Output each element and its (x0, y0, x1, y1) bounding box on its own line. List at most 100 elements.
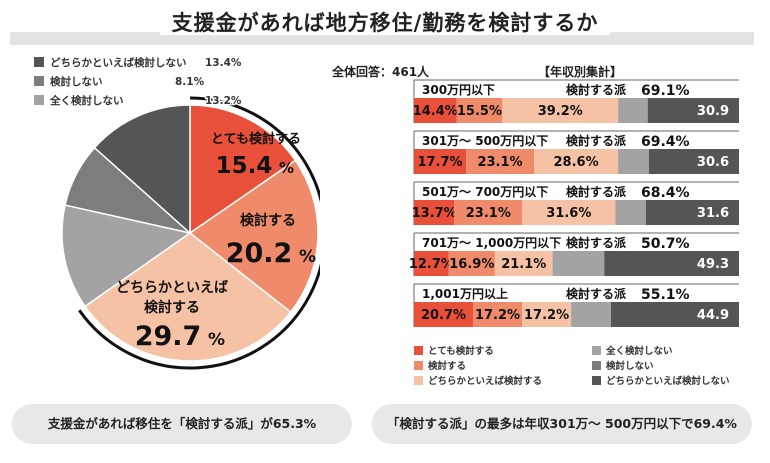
bar-segment (494, 251, 553, 276)
legend-swatch (414, 376, 423, 385)
bar-group: 501万～ 700万円以下 検討する派 68.4% 13.7% 23.1% 31.6% 31… (412, 181, 739, 225)
total-respondents: 全体回答：461人 (332, 65, 430, 79)
summary-left: 支援金があれば移住を「検討する派」が65.3% (12, 404, 352, 444)
pie-slice (61, 204, 192, 308)
bar-segment (645, 200, 739, 225)
bar-group: 300万円以下 検討する派 69.1% 14.4% 15.5% 39.2% 30.9 (413, 79, 739, 123)
legend-swatch (592, 346, 601, 355)
category-label: 701万～ 1,000万円以下 (422, 236, 561, 250)
bar-group: 1,001万円以上 検討する派 55.1% 20.7% 17.2% 17.2% 44.9 (413, 283, 739, 327)
bar-value-label: 15.5% (457, 104, 502, 119)
legend-label: どちらかといえば検討する (428, 375, 542, 387)
bar-value-label: 17.7% (417, 155, 462, 170)
slice-value-kentou: 20.2 (226, 238, 293, 269)
slice-label-dochira-2: 検討する (144, 299, 200, 316)
legend-swatch (592, 361, 601, 370)
percent-sign: % (299, 247, 316, 267)
positive-share: 50.7% (641, 236, 690, 252)
category-label: 501万～ 700万円以下 (422, 185, 548, 199)
title-underline (10, 32, 754, 45)
bar-value-label: 20.7% (421, 308, 466, 323)
bar-segment (502, 98, 619, 123)
bar-segment (448, 251, 495, 276)
legend-label: 検討しない (606, 360, 654, 372)
bar-value-label: 14.4% (413, 104, 458, 119)
percent-sign: % (279, 159, 294, 177)
bar-value-label: 30.9 (697, 104, 729, 119)
title-text: 支援金があれば地方移住/勤務を検討するか (159, 11, 611, 35)
bar-segment (618, 98, 648, 123)
legend-label: 全く検討しない (605, 345, 673, 357)
positive-label: 検討する派 (566, 133, 627, 148)
category-label: 1,001万円以上 (422, 286, 508, 301)
bar-segment (534, 149, 619, 174)
bar-segment (414, 98, 457, 123)
legend-swatch (34, 57, 44, 67)
bar-segment (414, 302, 474, 327)
income-breakdown-title: 【年収別集計】 (538, 65, 623, 79)
positive-label: 検討する派 (566, 235, 627, 250)
bar-value-label: 28.6% (554, 155, 599, 170)
pie-slice (189, 104, 297, 235)
bar-segment (522, 200, 616, 225)
positive-share: 69.1% (641, 83, 690, 99)
bar-value-label: 21.1% (501, 257, 546, 272)
positive-share: 68.4% (641, 185, 690, 201)
legend-swatch (34, 95, 44, 105)
bar-segment (473, 302, 523, 327)
bar-group: 701万～ 1,000万円以下 検討する派 50.7% 12.7%16.9% 21.1%… (409, 232, 739, 276)
legend-value: 13.2% (205, 95, 242, 107)
pie-legend: どちらかといえば検討しない 13.4% 検討しない 8.1% 全く検討しない 13.2% (34, 55, 243, 108)
slice-label-kentou: 検討する (240, 212, 296, 229)
bar-segment (414, 200, 455, 225)
bar-value-label: 44.9 (697, 308, 729, 323)
bar-segment (552, 251, 605, 276)
bar-value-label: 17.2% (524, 308, 569, 323)
bar-segment (615, 200, 646, 225)
bar-segment (522, 302, 572, 327)
legend-label: どちらかといえば検討しない (606, 375, 730, 387)
category-label: 301万～ 500万円以下 (422, 134, 548, 148)
bar-value-label: 31.6 (697, 206, 729, 221)
positive-label: 検討する派 (566, 82, 627, 97)
chart-title: 支援金があれば地方移住/勤務を検討するか (0, 0, 770, 50)
bar-segment (414, 149, 467, 174)
legend-label: とても検討する (428, 345, 494, 357)
legend-swatch (592, 376, 601, 385)
legend-swatch (414, 361, 423, 370)
bar-segment (571, 302, 611, 327)
summary-right: 「検討する派」の最多は年収301万～ 500万円以下で69.4% (372, 404, 752, 444)
bar-value-label: 31.6% (546, 206, 591, 221)
slice-label-dochira-1: どちらかといえば (116, 280, 228, 296)
legend-value: 13.4% (205, 57, 242, 69)
bar-segment (618, 149, 649, 174)
bar-value-label: 39.2% (538, 104, 583, 119)
legend-label: 全く検討しない (49, 94, 124, 107)
pie-slice (93, 104, 191, 235)
slice-value-totemo: 15.4 (216, 153, 273, 179)
pie-highlight-arc (78, 96, 320, 370)
bar-value-label: 23.1% (477, 155, 522, 170)
positive-label: 検討する派 (566, 286, 627, 301)
bar-value-label: 12.7% (409, 257, 454, 272)
bar-value-label: 13.7% (412, 206, 457, 221)
bar-segment (649, 149, 739, 174)
legend-swatch (414, 346, 423, 355)
legend-label: 検討しない (50, 75, 103, 88)
slice-label-totemo: とても検討する (211, 131, 301, 147)
bar-value-label: 23.1% (466, 206, 511, 221)
pie-slice (188, 159, 319, 314)
legend-label: どちらかといえば検討しない (50, 56, 187, 69)
positive-share: 69.4% (641, 134, 690, 150)
bar-segment (647, 98, 739, 123)
bar-value-label: 49.3 (697, 257, 729, 272)
category-label: 300万円以下 (422, 83, 495, 97)
bar-value-label: 30.6 (697, 155, 729, 170)
bar-segment (456, 98, 503, 123)
bar-segment (610, 302, 739, 327)
bar-group: 301万～ 500万円以下 検討する派 69.4% 17.7% 23.1% 28.6% 30… (413, 130, 739, 174)
legend-value: 8.1% (175, 76, 205, 88)
